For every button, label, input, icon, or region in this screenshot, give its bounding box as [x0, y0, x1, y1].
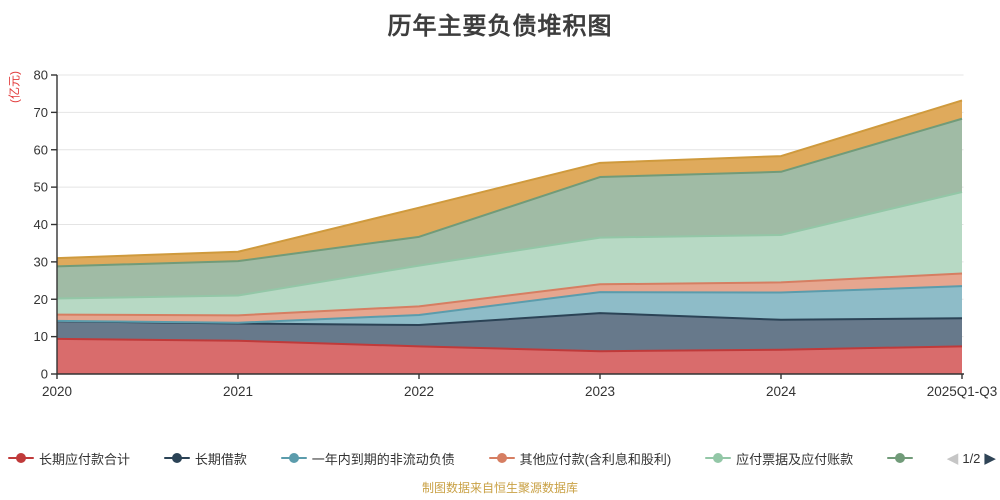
legend-line-marker-icon	[886, 452, 913, 464]
legend-item-2[interactable]: 长期借款	[163, 449, 247, 468]
series-line-7	[56, 99, 963, 260]
page-title: 历年主要负债堆积图	[387, 13, 613, 40]
x-axis-tick-label: 2020	[42, 384, 72, 399]
y-axis-tick-label: 60	[34, 142, 48, 157]
series-area-5	[57, 191, 962, 316]
y-axis-tick-label: 0	[41, 367, 48, 382]
series-area-6	[57, 118, 962, 299]
legend-line-marker-icon	[280, 452, 307, 464]
legend-line-marker-icon	[163, 452, 190, 464]
legend-item-label: 长期应付款合计	[39, 451, 131, 467]
x-axis-tick-label: 2021	[223, 384, 253, 399]
series-line-3	[56, 285, 963, 324]
legend-item-6[interactable]	[886, 452, 913, 464]
series-line-4	[56, 272, 963, 317]
y-axis-tick-label: 70	[34, 105, 48, 120]
x-axis-tick-label: 2022	[404, 384, 434, 399]
y-axis-tick-label: 50	[34, 180, 48, 195]
legend-prev-page-icon[interactable]: ◀	[946, 449, 959, 467]
y-axis-tick-label: 30	[34, 254, 48, 269]
legend-item-label: 长期借款	[194, 451, 247, 467]
y-axis-tick-label: 40	[34, 217, 48, 232]
legend-next-page-icon[interactable]: ▶	[984, 449, 996, 467]
series-line-5	[56, 191, 963, 300]
legend-line-marker-icon	[8, 452, 34, 464]
legend: 长期应付款合计 长期借款 一年内到期的非流动负债 其他应付款(含利息和股利) 应付票据及…	[8, 447, 996, 469]
legend-item-3[interactable]: 一年内到期的非流动负债	[280, 449, 455, 468]
stacked-area-chart: 0 10 20 30 40 50 60 70 80 2020 2021 2022 2023 2024 202…	[34, 68, 998, 400]
y-axis-tick-label: 10	[34, 329, 48, 344]
legend-page-indicator: 1/2	[962, 450, 981, 466]
series-area-4	[57, 273, 962, 323]
series-line-6	[56, 117, 963, 268]
x-axis-tick-label: 2024	[766, 384, 797, 399]
legend-line-marker-icon	[488, 452, 515, 464]
y-axis-tick-label: 80	[34, 68, 48, 83]
legend-item-5[interactable]: 应付票据及应付账款	[705, 449, 853, 468]
x-axis-tick-label: 2025Q1-Q3	[927, 384, 998, 399]
series-area-1	[57, 338, 962, 374]
legend-item-4[interactable]: 其他应付款(含利息和股利)	[488, 449, 672, 468]
legend-item-label: 一年内到期的非流动负债	[311, 451, 455, 467]
y-axis-tick-label: 20	[34, 292, 48, 307]
data-source-note: 制图数据来自恒生聚源数据库	[421, 481, 578, 495]
legend-pagination: ◀ 1/2 ▶	[947, 451, 996, 466]
series-area-3	[57, 286, 962, 326]
legend-item-label: 其他应付款(含利息和股利)	[519, 451, 672, 467]
legend-line-marker-icon	[705, 452, 732, 464]
x-axis-tick-label: 2023	[585, 384, 615, 399]
legend-item-1[interactable]: 长期应付款合计	[8, 449, 130, 468]
legend-item-label: 应付票据及应付账款	[736, 451, 854, 467]
series-line-1	[56, 337, 963, 353]
